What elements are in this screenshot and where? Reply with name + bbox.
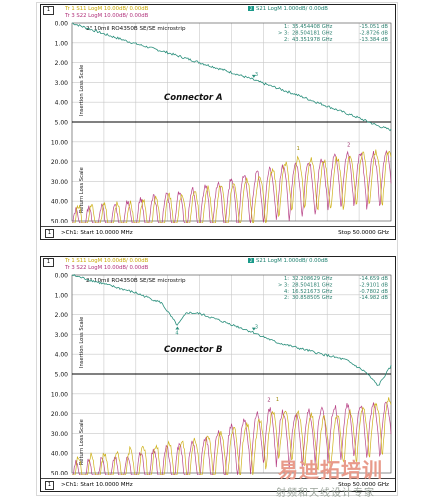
watermark-tagline: 射频和天线设计专家 (276, 488, 375, 499)
y-tick-label-return: 10.00 (51, 391, 68, 398)
trace-s11-label: Tr 1 S11 LogM 10.00dB/ 0.00dB (65, 6, 149, 12)
trace-header: 1 Tr 1 S11 LogM 10.00dB/ 0.00dB Tr 3 S22… (41, 257, 395, 273)
y-tick-label-return: 40.00 (51, 451, 68, 458)
marker-1-label: 1 (276, 397, 279, 403)
y-tick-label-return: 50.00 (51, 471, 68, 476)
axis-label-return: Return Loss Scale (79, 419, 85, 465)
marker-3-label: 3 (255, 72, 258, 78)
marker-value: -2.8726 dB (359, 30, 388, 36)
connector-annotation: Connector A (164, 93, 223, 103)
start-frequency: >Ch1: Start 10.0000 MHz (61, 230, 133, 236)
connector-annotation: Connector B (164, 345, 223, 355)
chart-title: 2" 10mil RO4350B SE/SE microstrip (86, 278, 186, 284)
series-s11-line (72, 149, 392, 223)
marker-value: -14.982 dB (359, 295, 388, 301)
y-tick-label-insertion: 2.00 (55, 312, 69, 319)
y-tick-label-insertion: 5.00 (55, 372, 69, 379)
trace-header: 1 Tr 1 S11 LogM 10.00dB/ 0.00dB Tr 3 S22… (41, 5, 395, 21)
y-tick-label-return: 20.00 (51, 411, 68, 418)
plot-area: 0.00 1.00 2.00 3.00 4.00 5.00 10.00 20.00 30.00 4… (51, 21, 392, 224)
marker-1-label: 1 (297, 146, 300, 152)
chart-panel-connector-b: 1 Tr 1 S11 LogM 10.00dB/ 0.00dB Tr 3 S22… (40, 256, 396, 492)
watermark: 易迪拓培训 射频和天线设计专家 (272, 454, 420, 502)
trace-2-badge: 2 (248, 6, 254, 11)
axis-label-return: Return Loss Scale (79, 167, 85, 213)
y-tick-label-insertion: 0.00 (55, 21, 69, 28)
marker-value: -13.384 dB (359, 37, 388, 43)
trace-s22-label: Tr 3 S22 LogM 10.00dB/ 0.00dB (65, 13, 149, 19)
y-tick-label-insertion: 0.00 (55, 273, 69, 280)
chart-panel-connector-a: 1 Tr 1 S11 LogM 10.00dB/ 0.00dB Tr 3 S22… (40, 4, 396, 240)
marker-frequency: 28.504181 GHz (292, 30, 333, 36)
marker-id: > 3: (278, 30, 289, 36)
marker-3-label: 3 (255, 325, 258, 331)
y-tick-label-insertion: 5.00 (55, 120, 69, 127)
marker-frequency: 16.521673 GHz (292, 289, 333, 295)
y-tick-label-return: 10.00 (51, 139, 68, 146)
marker-value: -15.051 dB (359, 24, 388, 30)
stop-frequency: Stop 50.0000 GHz (338, 482, 389, 488)
y-tick-label-return: 30.00 (51, 179, 68, 186)
axis-label-insertion: Insertion Loss Scale (79, 317, 85, 368)
y-tick-label-insertion: 2.00 (55, 60, 69, 67)
y-tick-label-insertion: 4.00 (55, 352, 69, 359)
series-s22-line (72, 149, 392, 223)
trace-2-badge: 2 (248, 258, 254, 263)
channel-number: 1 (45, 229, 54, 238)
marker-frequency: 43.351978 GHz (292, 37, 333, 43)
axis-label-insertion: Insertion Loss Scale (79, 65, 85, 116)
trace-s11-label: Tr 1 S11 LogM 10.00dB/ 0.00dB (65, 258, 149, 264)
marker-id: 1: (284, 24, 289, 30)
trace-s21-text: S21 LogM 1.000dB/ 0.00dB (256, 6, 328, 12)
trace-number-1: 1 (43, 258, 54, 267)
series-s22-line (72, 401, 392, 475)
trace-s22-label: Tr 3 S22 LogM 10.00dB/ 0.00dB (65, 265, 149, 271)
marker-value: -2.9101 dB (359, 282, 388, 288)
marker-2-label: 2 (267, 398, 270, 404)
y-tick-label-insertion: 3.00 (55, 332, 69, 339)
marker-frequency: 35.454408 GHz (292, 24, 333, 30)
marker-id: > 3: (278, 282, 289, 288)
marker-frequency: 32.208629 GHz (292, 276, 333, 282)
marker-id: 2: (284, 295, 289, 301)
marker-frequency: 30.858505 GHz (292, 295, 333, 301)
y-tick-label-return: 20.00 (51, 159, 68, 166)
plot-area: 0.00 1.00 2.00 3.00 4.00 5.00 10.00 20.00 30.00 4… (51, 273, 392, 476)
channel-number: 1 (45, 481, 54, 490)
marker-id: 4: (284, 289, 289, 295)
marker-frequency: 28.504181 GHz (292, 282, 333, 288)
trace-s21-label: 2 S21 LogM 1.000dB/ 0.00dB (248, 258, 328, 264)
chart-footer: 1 >Ch1: Start 10.0000 MHz Stop 50.0000 G… (41, 478, 395, 491)
y-tick-label-insertion: 3.00 (55, 80, 69, 87)
marker-value: -14.659 dB (359, 276, 388, 282)
series-s21-line (72, 22, 392, 132)
marker-3-point (251, 74, 256, 78)
y-tick-label-insertion: 1.00 (55, 292, 69, 299)
marker-2-label: 2 (347, 142, 350, 148)
chart-title: 2" 10mil RO4350B SE/SE microstrip (86, 26, 186, 32)
chart-footer: 1 >Ch1: Start 10.0000 MHz Stop 50.0000 G… (41, 226, 395, 239)
marker-id: 1: (284, 276, 289, 282)
marker-value: -0.7802 dB (359, 289, 388, 295)
marker-3-point (251, 327, 256, 331)
watermark-brand: 易迪拓培训 (278, 458, 383, 482)
marker-4-point (175, 326, 180, 330)
trace-s21-label: 2 S21 LogM 1.000dB/ 0.00dB (248, 6, 328, 12)
y-tick-label-insertion: 4.00 (55, 100, 69, 107)
stop-frequency: Stop 50.0000 GHz (338, 230, 389, 236)
marker-4-label: 4 (175, 330, 178, 336)
series-s21-line (71, 274, 392, 386)
trace-number-1: 1 (43, 6, 54, 15)
y-tick-label-insertion: 1.00 (55, 40, 69, 47)
y-tick-label-return: 30.00 (51, 431, 68, 438)
trace-s21-text: S21 LogM 1.000dB/ 0.00dB (256, 258, 328, 264)
start-frequency: >Ch1: Start 10.0000 MHz (61, 482, 133, 488)
series-s11-line (72, 397, 392, 475)
marker-id: 2: (284, 37, 289, 43)
y-tick-label-return: 40.00 (51, 199, 68, 206)
y-tick-label-return: 50.00 (51, 219, 68, 224)
